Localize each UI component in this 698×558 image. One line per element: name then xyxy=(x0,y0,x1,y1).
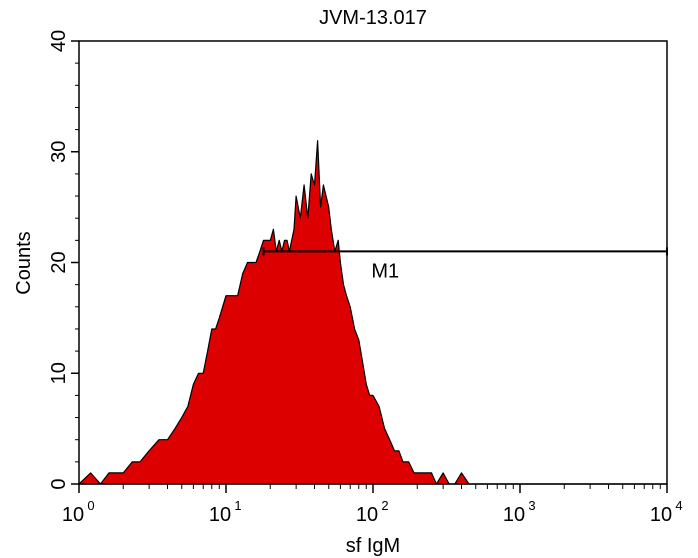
x-tick-label: 10 xyxy=(209,504,231,526)
chart-title: JVM-13.017 xyxy=(319,7,427,29)
y-tick-label: 20 xyxy=(48,251,70,273)
y-tick-label: 10 xyxy=(48,362,70,384)
y-tick-label: 30 xyxy=(48,141,70,163)
x-tick-exponent: 1 xyxy=(234,498,241,513)
y-tick-label: 40 xyxy=(48,30,70,52)
x-tick-exponent: 0 xyxy=(87,498,94,513)
x-tick-exponent: 3 xyxy=(528,498,535,513)
y-tick-label: 0 xyxy=(48,478,70,489)
x-tick-exponent: 2 xyxy=(381,498,388,513)
x-tick-exponent: 4 xyxy=(675,498,682,513)
x-axis-label: sf IgM xyxy=(346,535,400,557)
annotations: M1 xyxy=(262,247,668,282)
x-tick-label: 10 xyxy=(650,504,672,526)
histogram-area xyxy=(78,140,668,485)
x-tick-label: 10 xyxy=(62,504,84,526)
marker-label: M1 xyxy=(371,260,399,282)
x-tick-label: 10 xyxy=(356,504,378,526)
y-axis-label: Counts xyxy=(13,231,35,294)
plot-area xyxy=(78,140,668,485)
x-tick-label: 10 xyxy=(503,504,525,526)
